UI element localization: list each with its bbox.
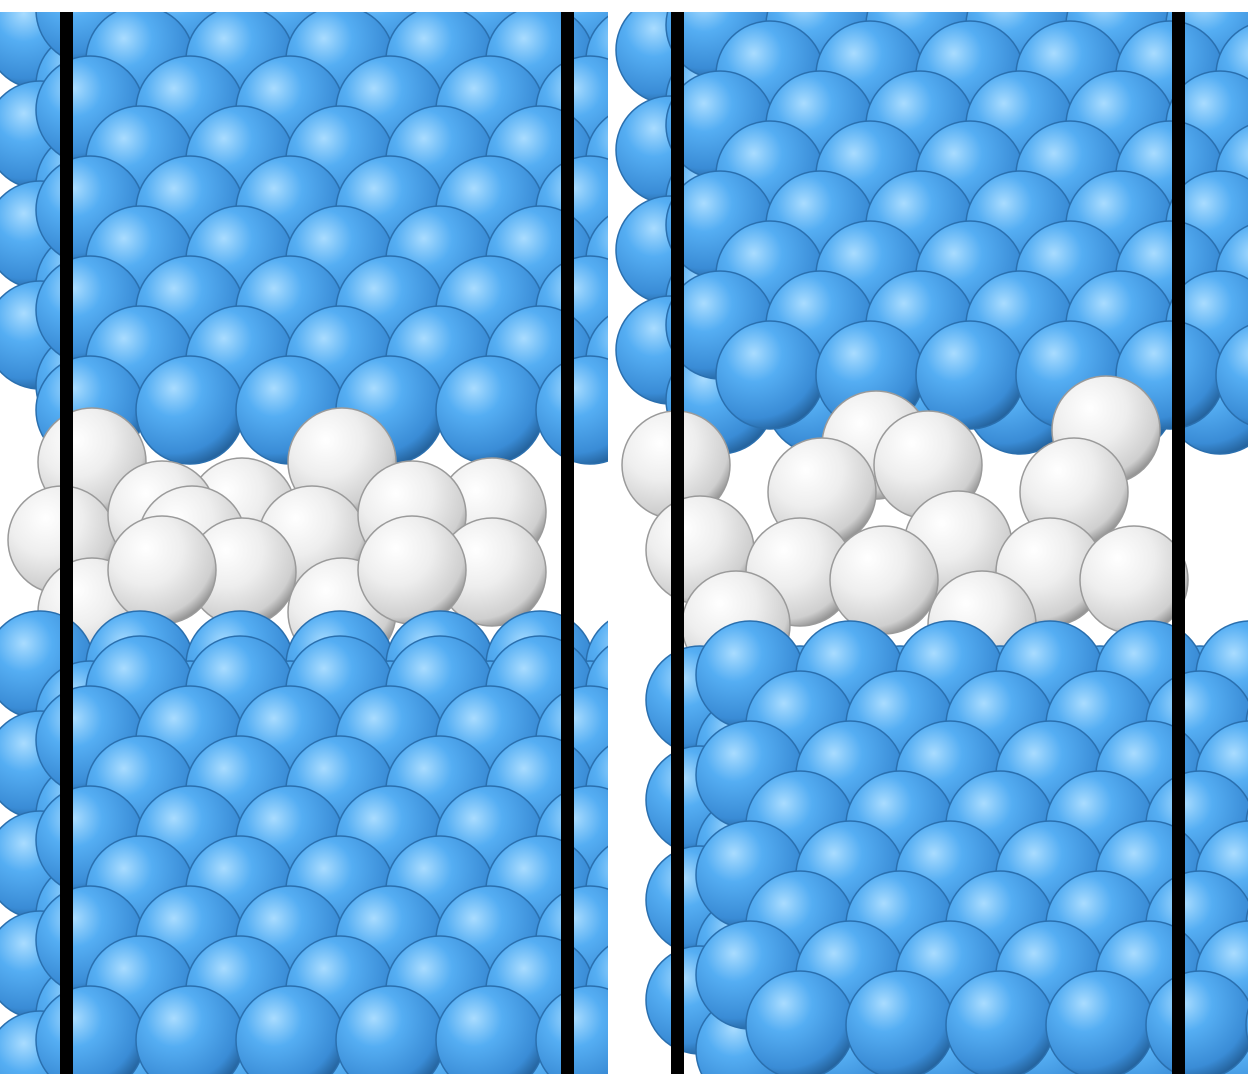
right-panel-right-wall (1172, 12, 1185, 1074)
host-atom (1145, 970, 1248, 1074)
host-atom (1215, 324, 1248, 426)
host-atom (945, 970, 1055, 1074)
host-atom (135, 355, 245, 465)
host-atom (715, 320, 825, 430)
host-atom (1045, 970, 1155, 1074)
cell-boundaries (60, 12, 1185, 1074)
host-atom (845, 970, 955, 1074)
host-atom (435, 355, 545, 465)
right-panel (615, 12, 1248, 1074)
interface-atom (829, 525, 939, 635)
host-atom (745, 970, 855, 1074)
right-panel-left-wall (671, 12, 684, 1074)
interface-atom (107, 515, 217, 625)
left-panel-left-wall (60, 12, 73, 1074)
left-panel-right-wall (561, 12, 574, 1074)
interface-atom (357, 515, 467, 625)
interface-atom (1079, 525, 1189, 635)
